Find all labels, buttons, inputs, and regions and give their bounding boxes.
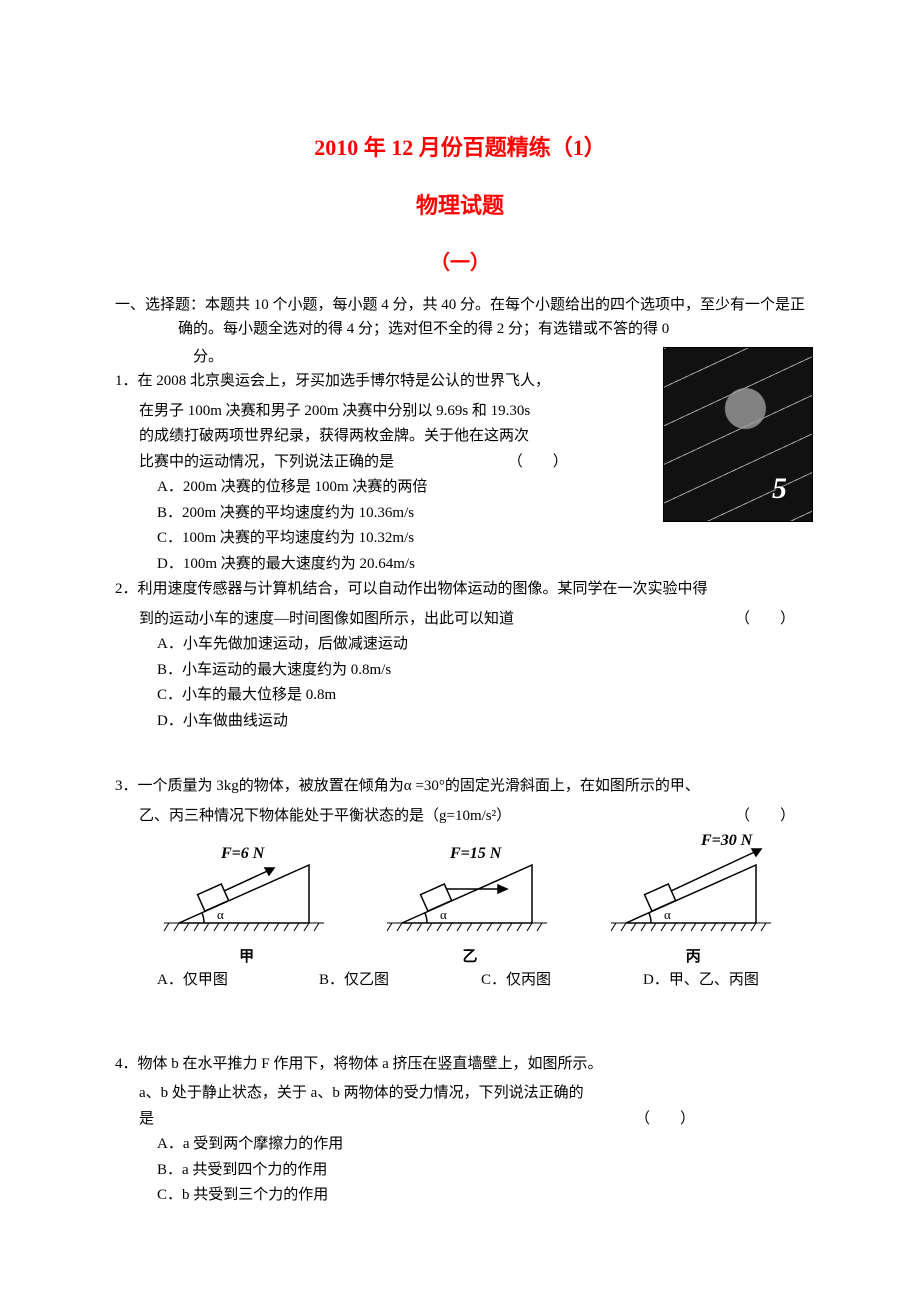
incline-svg-yi: α F=15 N xyxy=(382,833,557,943)
alpha-label: α xyxy=(217,907,224,922)
q3-option-b: B．仅乙图 xyxy=(319,968,481,994)
alpha-label: α xyxy=(440,907,447,922)
q3-stem-line2-text: 乙、丙三种情况下物体能处于平衡状态的是（g=10m/s²） xyxy=(139,808,511,824)
q4-option-c: C．b 共受到三个力的作用 xyxy=(115,1183,805,1209)
q1-option-d: D．100m 决赛的最大速度约为 20.64m/s xyxy=(115,552,805,578)
section-number: （一） xyxy=(115,246,805,275)
incline-svg-jia: α F=6 N xyxy=(159,833,334,943)
q1-answer-paren: （ ） xyxy=(398,454,568,470)
q4-answer-paren: （ ） xyxy=(635,1107,805,1133)
q3-diagram-yi: α F=15 N 乙 xyxy=(382,833,557,966)
q3-options-row: A．仅甲图 B．仅乙图 C．仅丙图 D．甲、乙、丙图 xyxy=(115,968,805,994)
q2-stem-line1: 2．利用速度传感器与计算机结合，可以自动作出物体运动的图像。某同学在一次实验中得 xyxy=(115,577,805,603)
q2-stem-line2-text: 到的运动小车的速度—时间图像如图所示，出此可以知道 xyxy=(139,611,514,627)
q2-answer-paren: （ ） xyxy=(735,607,805,633)
page-main-title: 2010 年 12 月份百题精练（1） xyxy=(115,130,805,162)
question-3: 3．一个质量为 3kg的物体，被放置在倾角为α =30°的固定光滑斜面上，在如图… xyxy=(115,774,805,994)
question-1-figure: 5 xyxy=(663,347,813,522)
spacer xyxy=(115,1034,805,1052)
q3-diagram-jia: α F=6 N 甲 xyxy=(159,833,334,966)
spacer xyxy=(115,994,805,1034)
q2-option-d: D．小车做曲线运动 xyxy=(115,709,805,735)
q4-stem-line1: 4．物体 b 在水平推力 F 作用下，将物体 a 挤压在竖直墙壁上，如图所示。 xyxy=(115,1052,805,1078)
question-2: 2．利用速度传感器与计算机结合，可以自动作出物体运动的图像。某同学在一次实验中得… xyxy=(115,577,805,734)
question-4: 4．物体 b 在水平推力 F 作用下，将物体 a 挤压在竖直墙壁上，如图所示。 … xyxy=(115,1052,805,1209)
figure-lane-number: 5 xyxy=(772,472,787,506)
q2-option-b: B．小车运动的最大速度约为 0.8m/s xyxy=(115,658,805,684)
q4-stem-line3-text: 是 xyxy=(139,1111,154,1127)
q2-option-a: A．小车先做加速运动，后做减速运动 xyxy=(115,632,805,658)
q4-stem-line3: 是 （ ） xyxy=(115,1107,805,1133)
q4-stem-line2: a、b 处于静止状态，关于 a、b 两物体的受力情况，下列说法正确的 xyxy=(115,1081,805,1107)
q3-diagram-row: α F=6 N 甲 α xyxy=(115,833,805,966)
diagram-label-bing: 丙 xyxy=(606,945,781,966)
q1-stem-line4-text: 比赛中的运动情况，下列说法正确的是 xyxy=(139,454,394,470)
page-subject-title: 物理试题 xyxy=(115,188,805,220)
diagram-label-yi: 乙 xyxy=(382,945,557,966)
q3-answer-paren: （ ） xyxy=(735,804,805,830)
force-label-bing: F=30 N xyxy=(700,833,754,849)
q4-option-b: B．a 共受到四个力的作用 xyxy=(115,1158,805,1184)
q3-option-d: D．甲、乙、丙图 xyxy=(643,968,805,994)
force-label-yi: F=15 N xyxy=(449,845,503,862)
section-instructions-line1: 一、选择题：本题共 10 个小题，每小题 4 分，共 40 分。在每个小题给出的… xyxy=(115,293,805,341)
q4-option-a: A．a 受到两个摩擦力的作用 xyxy=(115,1132,805,1158)
q1-option-c: C．100m 决赛的平均速度约为 10.32m/s xyxy=(115,526,805,552)
spacer xyxy=(115,734,805,774)
q3-diagram-bing: α F=30 N 丙 xyxy=(606,833,781,966)
q3-option-c: C．仅丙图 xyxy=(481,968,643,994)
incline-svg-bing: α F=30 N xyxy=(606,833,781,943)
q3-stem-line2: 乙、丙三种情况下物体能处于平衡状态的是（g=10m/s²） （ ） xyxy=(115,804,805,830)
force-label-jia: F=6 N xyxy=(220,845,266,862)
q3-option-a: A．仅甲图 xyxy=(157,968,319,994)
alpha-label: α xyxy=(664,907,671,922)
q3-stem-line1: 3．一个质量为 3kg的物体，被放置在倾角为α =30°的固定光滑斜面上，在如图… xyxy=(115,774,805,800)
q2-option-c: C．小车的最大位移是 0.8m xyxy=(115,683,805,709)
q2-stem-line2: 到的运动小车的速度—时间图像如图所示，出此可以知道 （ ） xyxy=(115,607,805,633)
diagram-label-jia: 甲 xyxy=(159,945,334,966)
question-1: 5 1．在 2008 北京奥运会上，牙买加选手博尔特是公认的世界飞人， 在男子 … xyxy=(115,369,805,577)
